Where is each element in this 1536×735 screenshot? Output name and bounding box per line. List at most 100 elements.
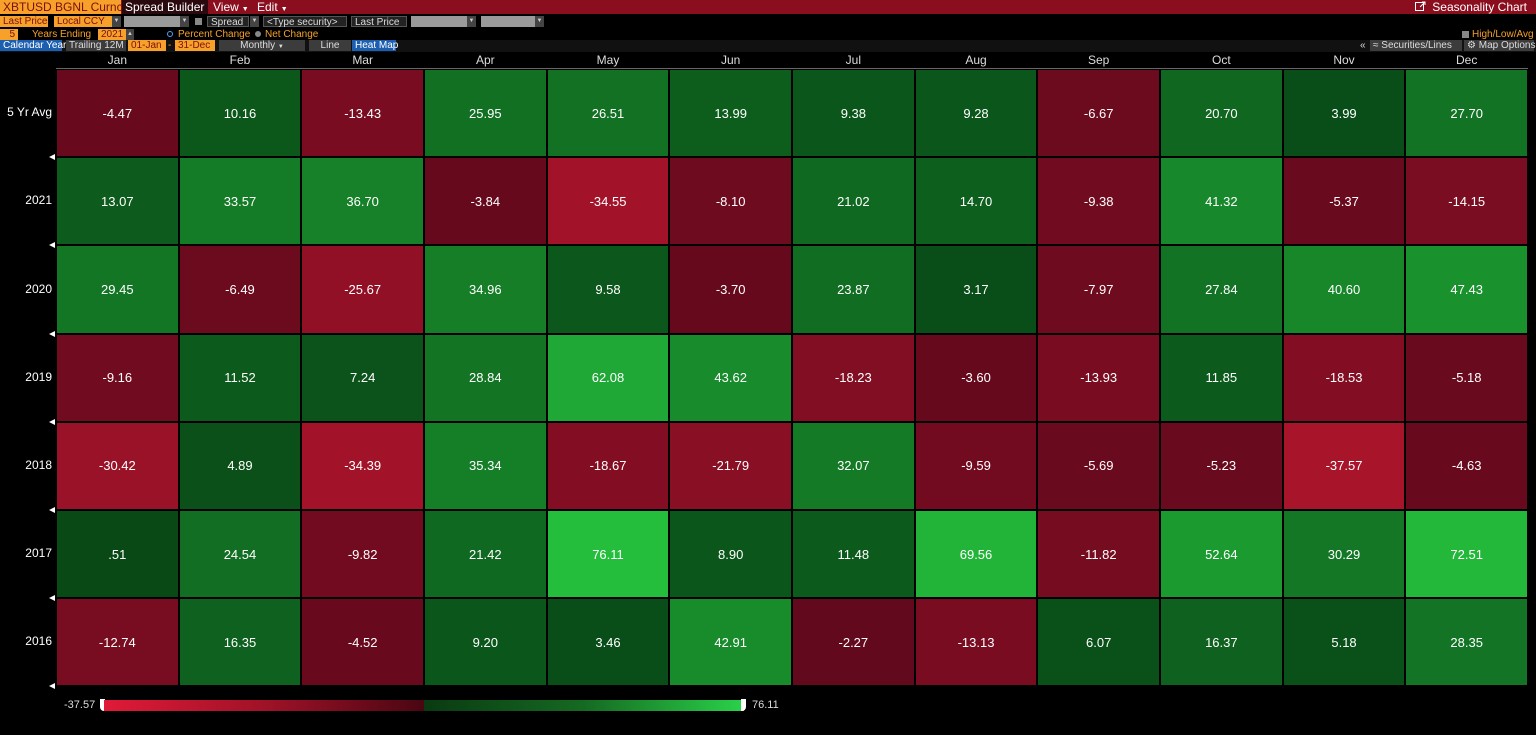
end-year-input[interactable]: 2021 — [98, 29, 126, 40]
heatmap-cell[interactable]: 21.42 — [424, 510, 547, 599]
heatmap-cell[interactable]: 27.70 — [1405, 69, 1529, 158]
heatmap-cell[interactable]: 30.29 — [1282, 510, 1406, 599]
end-year-stepper[interactable]: ▲ — [126, 29, 134, 40]
security-input[interactable]: <Type security> — [263, 16, 347, 28]
heatmap-cell[interactable]: 11.85 — [1160, 333, 1283, 422]
heatmap-cell[interactable]: 62.08 — [546, 333, 670, 422]
heatmap-cell[interactable]: 3.46 — [546, 598, 670, 687]
collapse-icon[interactable]: « — [1360, 40, 1366, 51]
heatmap-cell[interactable]: -18.67 — [546, 421, 670, 510]
heatmap-cell[interactable]: -4.52 — [301, 598, 424, 687]
security-ticker[interactable]: XBTUSD BGNL Curncy — [0, 0, 129, 14]
heatmap-cell[interactable]: -37.57 — [1282, 421, 1406, 510]
heatmap-cell[interactable]: 34.96 — [424, 245, 547, 334]
heatmap-cell[interactable]: -6.49 — [178, 245, 302, 334]
heatmap-cell[interactable]: -4.47 — [56, 69, 179, 158]
blank-field-1[interactable] — [124, 16, 180, 27]
heatmap-cell[interactable]: 21.02 — [792, 157, 915, 246]
heatmap-cell[interactable]: 72.51 — [1405, 510, 1529, 599]
heatmap-cell[interactable]: -3.60 — [914, 333, 1038, 422]
heatmap-cell[interactable]: -5.37 — [1282, 157, 1406, 246]
end-date-input[interactable]: 31-Dec — [175, 40, 215, 51]
heatmap-cell[interactable]: -9.16 — [56, 333, 179, 422]
second-field-selector[interactable]: Last Price — [351, 16, 407, 28]
blank-dropdown-1[interactable]: ▼ — [180, 16, 189, 27]
securities-lines-button[interactable]: ≈ Securities/Lines — [1370, 40, 1462, 51]
heatmap-cell[interactable]: 11.52 — [178, 333, 302, 422]
heatmap-cell[interactable]: 26.51 — [546, 69, 670, 158]
heatmap-cell[interactable]: 52.64 — [1160, 510, 1283, 599]
heatmap-cell[interactable]: 3.17 — [914, 245, 1038, 334]
heatmap-cell[interactable]: 16.35 — [178, 598, 302, 687]
spread-builder-button[interactable]: Spread Builder — [122, 0, 208, 14]
start-date-input[interactable]: 01-Jan — [128, 40, 166, 51]
legend-max-handle[interactable] — [741, 699, 746, 711]
heatmap-cell[interactable]: -5.18 — [1405, 333, 1529, 422]
heatmap-cell[interactable]: -4.63 — [1405, 421, 1529, 510]
heatmap-cell[interactable]: 13.99 — [669, 69, 792, 158]
heatmap-cell[interactable]: 7.24 — [301, 333, 424, 422]
heatmap-cell[interactable]: -18.23 — [792, 333, 915, 422]
heatmap-cell[interactable]: 10.16 — [178, 69, 302, 158]
heat-map-view-button[interactable]: Heat Map — [352, 40, 398, 51]
heatmap-cell[interactable]: -9.82 — [301, 510, 424, 599]
heatmap-cell[interactable]: -18.53 — [1282, 333, 1406, 422]
heatmap-cell[interactable]: -8.10 — [669, 157, 792, 246]
heatmap-cell[interactable]: -3.70 — [669, 245, 792, 334]
heatmap-cell[interactable]: -11.82 — [1037, 510, 1161, 599]
heatmap-cell[interactable]: -34.39 — [301, 421, 424, 510]
heatmap-cell[interactable]: 11.48 — [792, 510, 915, 599]
heatmap-cell[interactable]: 8.90 — [669, 510, 792, 599]
heatmap-cell[interactable]: -14.15 — [1405, 157, 1529, 246]
heatmap-cell[interactable]: 4.89 — [178, 421, 302, 510]
heatmap-cell[interactable]: 32.07 — [792, 421, 915, 510]
heatmap-cell[interactable]: 23.87 — [792, 245, 915, 334]
heatmap-cell[interactable]: -2.27 — [792, 598, 915, 687]
heatmap-cell[interactable]: -13.43 — [301, 69, 424, 158]
heatmap-cell[interactable]: 40.60 — [1282, 245, 1406, 334]
heatmap-cell[interactable]: 76.11 — [546, 510, 670, 599]
heatmap-cell[interactable]: 29.45 — [56, 245, 179, 334]
heatmap-cell[interactable]: -6.67 — [1037, 69, 1161, 158]
heatmap-cell[interactable]: 27.84 — [1160, 245, 1283, 334]
heatmap-cell[interactable]: 9.28 — [914, 69, 1038, 158]
spread-checkbox[interactable] — [195, 18, 202, 25]
net-change-radio[interactable] — [255, 31, 261, 37]
heatmap-cell[interactable]: .51 — [56, 510, 179, 599]
heatmap-cell[interactable]: -5.23 — [1160, 421, 1283, 510]
heatmap-cell[interactable]: 69.56 — [914, 510, 1038, 599]
view-menu[interactable]: View ▼ — [210, 0, 252, 14]
blank-dropdown-3[interactable]: ▼ — [535, 16, 544, 27]
currency-selector[interactable]: Local CCY — [54, 16, 112, 27]
map-options-button[interactable]: ⚙ Map Options — [1464, 40, 1535, 51]
spread-selector[interactable]: Spread — [207, 16, 249, 28]
heatmap-cell[interactable]: -3.84 — [424, 157, 547, 246]
heatmap-cell[interactable]: 14.70 — [914, 157, 1038, 246]
heatmap-cell[interactable]: -5.69 — [1037, 421, 1161, 510]
heatmap-cell[interactable]: -12.74 — [56, 598, 179, 687]
legend-min-handle[interactable] — [100, 699, 105, 711]
heatmap-cell[interactable]: 28.84 — [424, 333, 547, 422]
heatmap-cell[interactable]: 3.99 — [1282, 69, 1406, 158]
spread-dropdown[interactable]: ▼ — [250, 16, 259, 27]
currency-dropdown[interactable]: ▼ — [112, 16, 121, 27]
heatmap-cell[interactable]: -7.97 — [1037, 245, 1161, 334]
heatmap-cell[interactable]: -30.42 — [56, 421, 179, 510]
heatmap-cell[interactable]: 6.07 — [1037, 598, 1161, 687]
heatmap-cell[interactable]: 9.20 — [424, 598, 547, 687]
price-field-selector[interactable]: Last Price — [0, 16, 48, 27]
heatmap-cell[interactable]: 35.34 — [424, 421, 547, 510]
heatmap-cell[interactable]: 5.18 — [1282, 598, 1406, 687]
heatmap-cell[interactable]: 47.43 — [1405, 245, 1529, 334]
heatmap-cell[interactable]: -13.93 — [1037, 333, 1161, 422]
heatmap-cell[interactable]: 41.32 — [1160, 157, 1283, 246]
heatmap-cell[interactable]: 25.95 — [424, 69, 547, 158]
heatmap-cell[interactable]: 43.62 — [669, 333, 792, 422]
heatmap-cell[interactable]: 24.54 — [178, 510, 302, 599]
heatmap-cell[interactable]: 13.07 — [56, 157, 179, 246]
heatmap-cell[interactable]: 16.37 — [1160, 598, 1283, 687]
heatmap-cell[interactable]: 20.70 — [1160, 69, 1283, 158]
heatmap-cell[interactable]: 42.91 — [669, 598, 792, 687]
heatmap-cell[interactable]: -13.13 — [914, 598, 1038, 687]
heatmap-cell[interactable]: 9.38 — [792, 69, 915, 158]
